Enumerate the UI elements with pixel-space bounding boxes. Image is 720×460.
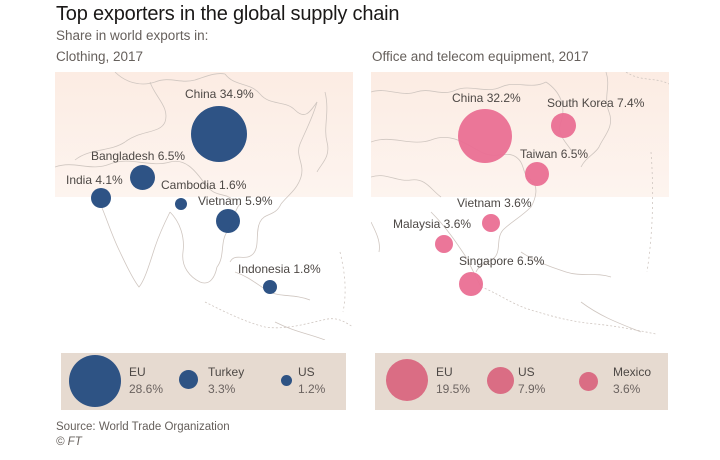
label-indonesia: Indonesia 1.8% xyxy=(238,262,321,276)
bubble-china[interactable] xyxy=(458,109,512,163)
bubble-taiwan[interactable] xyxy=(525,162,549,186)
label-china: China 32.2% xyxy=(452,91,521,105)
bubble-singapore[interactable] xyxy=(459,272,483,296)
legend-text-mexico: Mexico 3.6% xyxy=(613,364,651,398)
legend-text-eu: EU 28.6% xyxy=(129,364,163,398)
bubble-south-korea[interactable] xyxy=(551,113,576,138)
label-bangladesh: Bangladesh 6.5% xyxy=(91,149,186,163)
panel-title-clothing: Clothing, 2017 xyxy=(56,49,144,64)
legend-value: 1.2% xyxy=(298,382,326,396)
map-electronics: China 32.2% South Korea 7.4% Taiwan 6.5%… xyxy=(371,72,669,340)
map-clothing: China 34.9% Bangladesh 6.5% India 4.1% C… xyxy=(55,72,353,340)
legend-value: 7.9% xyxy=(518,382,546,396)
map-highlight-band xyxy=(371,72,669,197)
label-vietnam: Vietnam 3.6% xyxy=(457,196,532,210)
map-borders xyxy=(371,72,669,335)
bubble-india[interactable] xyxy=(91,188,111,208)
legend-text-us: US 1.2% xyxy=(298,364,325,398)
legend-electronics: EU 19.5% US 7.9% Mexico 3.6% xyxy=(375,353,668,410)
legend-value: 28.6% xyxy=(129,382,164,396)
legend-name: US xyxy=(298,365,315,379)
legend-circle-eu xyxy=(386,359,428,401)
legend-circle-us xyxy=(487,367,514,394)
legend-name: Mexico xyxy=(613,365,652,379)
legend-name: EU xyxy=(436,365,453,379)
legend-name: Turkey xyxy=(208,365,245,379)
bubble-malaysia[interactable] xyxy=(435,235,453,253)
legend-name: US xyxy=(518,365,535,379)
source-note: Source: World Trade Organization xyxy=(56,421,230,433)
bubble-cambodia[interactable] xyxy=(175,198,187,210)
label-vietnam: Vietnam 5.9% xyxy=(198,194,273,208)
legend-name: EU xyxy=(129,365,146,379)
panel-title-electronics: Office and telecom equipment, 2017 xyxy=(372,49,589,64)
legend-value: 3.3% xyxy=(208,382,236,396)
chart-subtitle: Share in world exports in: xyxy=(56,28,209,43)
label-india: India 4.1% xyxy=(66,173,123,187)
label-china: China 34.9% xyxy=(185,87,254,101)
bubble-indonesia[interactable] xyxy=(263,280,277,294)
chart-title: Top exporters in the global supply chain xyxy=(56,3,400,25)
bubble-china[interactable] xyxy=(191,106,247,162)
copyright-note: © FT xyxy=(56,436,82,448)
legend-circle-eu xyxy=(69,355,121,407)
bubble-bangladesh[interactable] xyxy=(130,165,155,190)
legend-text-eu: EU 19.5% xyxy=(436,364,470,398)
bubble-vietnam[interactable] xyxy=(482,214,500,232)
legend-clothing: EU 28.6% Turkey 3.3% US 1.2% xyxy=(61,353,346,410)
legend-circle-turkey xyxy=(179,370,198,389)
label-cambodia: Cambodia 1.6% xyxy=(161,178,247,192)
label-taiwan: Taiwan 6.5% xyxy=(520,147,589,161)
bubble-vietnam[interactable] xyxy=(216,209,240,233)
label-singapore: Singapore 6.5% xyxy=(459,254,545,268)
legend-circle-mexico xyxy=(579,372,598,391)
legend-circle-us xyxy=(281,375,292,386)
label-malaysia: Malaysia 3.6% xyxy=(393,217,472,231)
legend-text-turkey: Turkey 3.3% xyxy=(208,364,244,398)
legend-value: 3.6% xyxy=(613,382,641,396)
legend-value: 19.5% xyxy=(436,382,471,396)
legend-text-us: US 7.9% xyxy=(518,364,545,398)
label-south-korea: South Korea 7.4% xyxy=(547,96,645,110)
